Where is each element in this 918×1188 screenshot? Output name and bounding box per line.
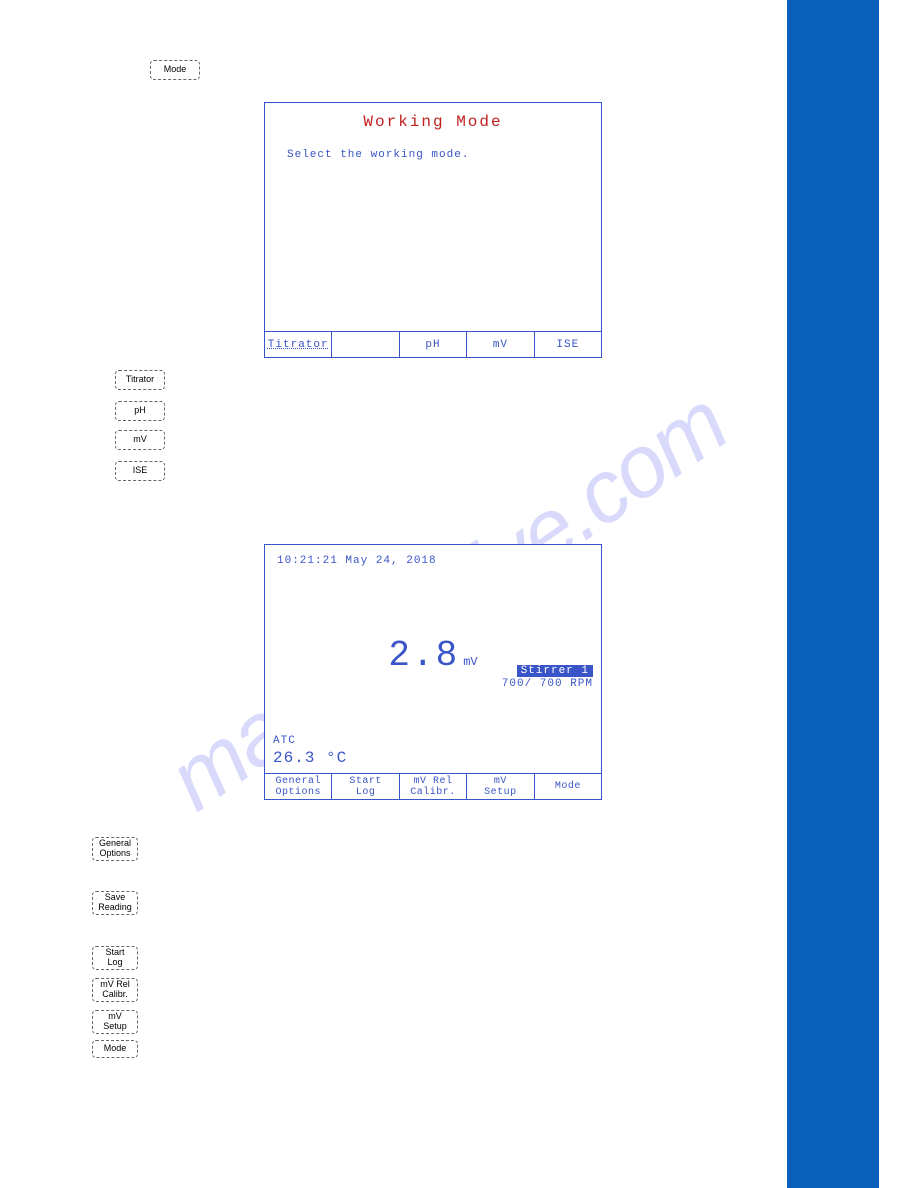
general-options-button[interactable]: General Options xyxy=(92,837,138,861)
mode-button-2[interactable]: Mode xyxy=(92,1040,138,1058)
mv-reading-screen: 10:21:21 May 24, 2018 2.8 mV Stirrer 1 70… xyxy=(264,544,602,800)
tab-titrator[interactable]: Titrator xyxy=(265,332,332,357)
screen2-tabs: General Options Start Log mV Rel Calibr.… xyxy=(265,773,601,799)
atc-label: ATC xyxy=(273,734,347,748)
stirrer-info: Stirrer 1 700/ 700 RPM xyxy=(502,665,593,690)
atc-info: ATC 26.3 °C xyxy=(273,734,347,769)
tab-mv-rel-calibr[interactable]: mV Rel Calibr. xyxy=(400,774,467,799)
reading-value: 2.8 xyxy=(388,635,459,676)
tab-general-options[interactable]: General Options xyxy=(265,774,332,799)
mode-button[interactable]: Mode xyxy=(150,60,200,80)
mv-setup-button[interactable]: mV Setup xyxy=(92,1010,138,1034)
working-mode-screen: Working Mode Select the working mode. Ti… xyxy=(264,102,602,358)
stirrer-label: Stirrer 1 xyxy=(517,665,593,677)
tab-start-log[interactable]: Start Log xyxy=(332,774,399,799)
save-reading-button[interactable]: Save Reading xyxy=(92,891,138,915)
tab-mv[interactable]: mV xyxy=(467,332,534,357)
tab-ise[interactable]: ISE xyxy=(535,332,601,357)
screen1-body: Select the working mode. xyxy=(287,149,601,161)
screen1-title: Working Mode xyxy=(265,113,601,131)
reading-unit: mV xyxy=(463,655,477,669)
screen1-tabs: Titrator pH mV ISE xyxy=(265,331,601,357)
tab-ph[interactable]: pH xyxy=(400,332,467,357)
mv-button[interactable]: mV xyxy=(115,430,165,450)
ise-button[interactable]: ISE xyxy=(115,461,165,481)
ph-button[interactable]: pH xyxy=(115,401,165,421)
stirrer-rpm: 700/ 700 RPM xyxy=(502,678,593,690)
tab-mode[interactable]: Mode xyxy=(535,774,601,799)
titrator-button[interactable]: Titrator xyxy=(115,370,165,390)
start-log-button[interactable]: Start Log xyxy=(92,946,138,970)
atc-temp: 26.3 °C xyxy=(273,748,347,769)
mv-rel-calibr-button[interactable]: mV Rel Calibr. xyxy=(92,978,138,1002)
timestamp: 10:21:21 May 24, 2018 xyxy=(277,555,437,567)
tab-empty xyxy=(332,332,399,357)
blue-sidebar xyxy=(787,0,879,1188)
tab-mv-setup[interactable]: mV Setup xyxy=(467,774,534,799)
